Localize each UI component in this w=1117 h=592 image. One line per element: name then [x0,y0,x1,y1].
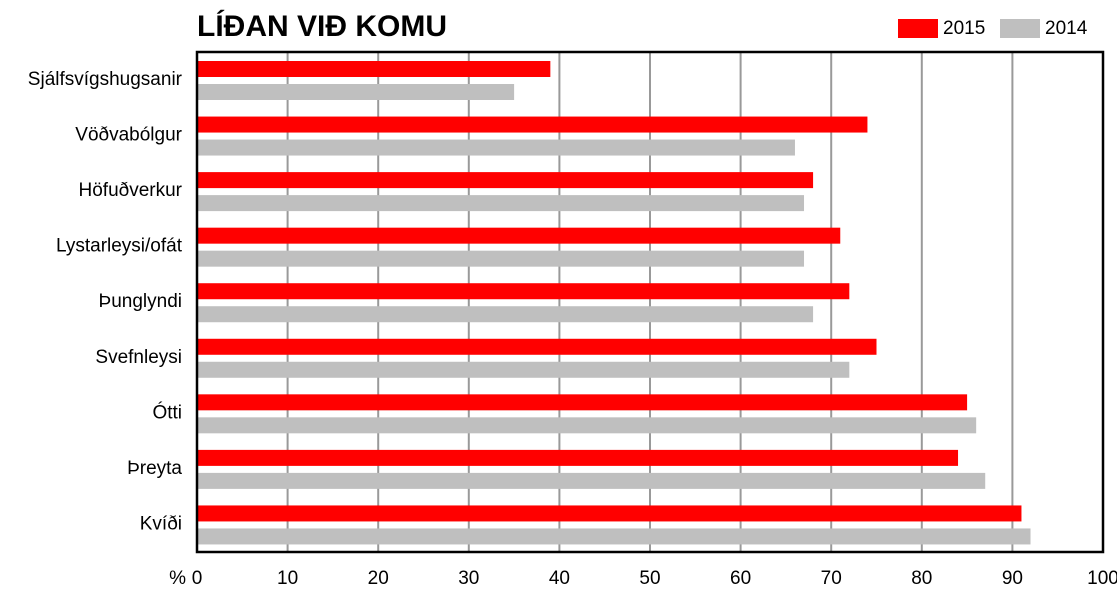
x-tick-label: 80 [911,568,932,589]
bar [197,139,795,156]
y-tick-label: Kvíði [140,513,182,534]
y-tick-label: Höfuðverkur [79,180,183,201]
x-tick-label: 0 [192,568,203,589]
chart-title: LÍÐAN VIÐ KOMU [197,9,447,43]
y-tick-label: Sjálfsvígshugsanir [28,69,183,90]
bar [197,472,986,489]
bar [197,417,977,434]
plot-frame [195,50,1105,554]
bar [197,227,841,244]
bar [197,195,805,212]
legend-swatch [1000,19,1040,38]
bar [197,505,1022,522]
legend-label: 2014 [1045,18,1088,39]
legend-swatch [898,19,938,38]
x-tick-label: 90 [1002,568,1023,589]
bar [197,449,959,466]
bar [197,250,805,267]
bar [197,283,850,300]
x-tick-label: 50 [639,568,660,589]
y-tick-label: Svefnleysi [95,347,182,368]
x-tick-label: 30 [458,568,479,589]
bar [197,394,968,411]
x-tick-label: 70 [821,568,842,589]
bar [197,84,515,100]
x-tick-label: 20 [368,568,389,589]
x-tick-label: 60 [730,568,751,589]
x-tick-label: 10 [277,568,298,589]
x-axis-label: % [169,568,186,589]
y-tick-label: Ótti [152,401,182,423]
y-tick-label: Þreyta [127,458,182,479]
y-tick-label: Lystarleysi/ofát [56,236,183,257]
bar [197,361,850,378]
y-tick-label: Vöðvabólgur [75,125,182,146]
y-tick-label: Þunglyndi [99,291,182,312]
bar [197,116,868,133]
x-tick-label: 100 [1087,568,1117,589]
x-tick-label: 40 [549,568,570,589]
bar [197,338,877,355]
bar [197,61,551,77]
bar [197,172,814,189]
bar [197,528,1031,545]
bar [197,306,814,323]
legend-label: 2015 [943,18,985,39]
